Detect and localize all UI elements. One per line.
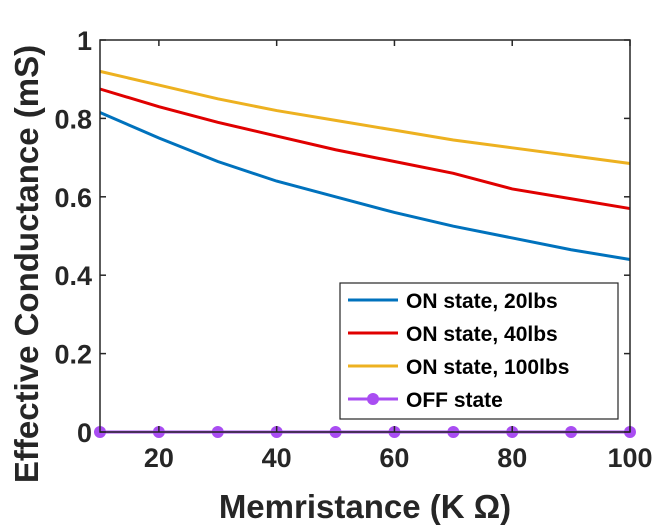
x-tick-label: 40 bbox=[262, 443, 292, 473]
y-tick-label: 0 bbox=[77, 418, 92, 448]
y-tick-label: 1 bbox=[77, 26, 92, 56]
x-axis-ticks: 20 40 60 80 100 bbox=[144, 40, 653, 473]
series-line-2 bbox=[99, 87, 631, 211]
x-tick-label: 100 bbox=[607, 443, 652, 473]
series-line-3 bbox=[99, 69, 631, 165]
legend-label: OFF state bbox=[406, 389, 503, 412]
legend-box bbox=[339, 282, 619, 420]
series-line-1 bbox=[99, 111, 631, 261]
legend: ON state, 20lbs ON state, 40lbs ON state, … bbox=[339, 282, 619, 420]
plot-area-frame bbox=[99, 39, 631, 433]
y-tick-label: 0.2 bbox=[54, 340, 92, 370]
x-tick-label: 60 bbox=[379, 443, 409, 473]
y-axis-ticks: 0 0.2 0.4 0.6 0.8 1 bbox=[54, 26, 630, 448]
y-axis-label: Effective Conductance (mS) bbox=[8, 45, 45, 483]
x-tick-label: 80 bbox=[497, 443, 527, 473]
legend-label: ON state, 20lbs bbox=[406, 290, 558, 313]
x-axis-label: Memristance (K Ω) bbox=[219, 488, 511, 525]
legend-label: ON state, 100lbs bbox=[406, 356, 569, 379]
x-tick-label: 20 bbox=[144, 443, 174, 473]
legend-marker bbox=[367, 393, 379, 405]
legend-label: ON state, 40lbs bbox=[406, 323, 558, 346]
y-tick-label: 0.8 bbox=[54, 104, 92, 134]
y-tick-label: 0.6 bbox=[54, 183, 92, 213]
y-tick-label: 0.4 bbox=[54, 261, 92, 291]
